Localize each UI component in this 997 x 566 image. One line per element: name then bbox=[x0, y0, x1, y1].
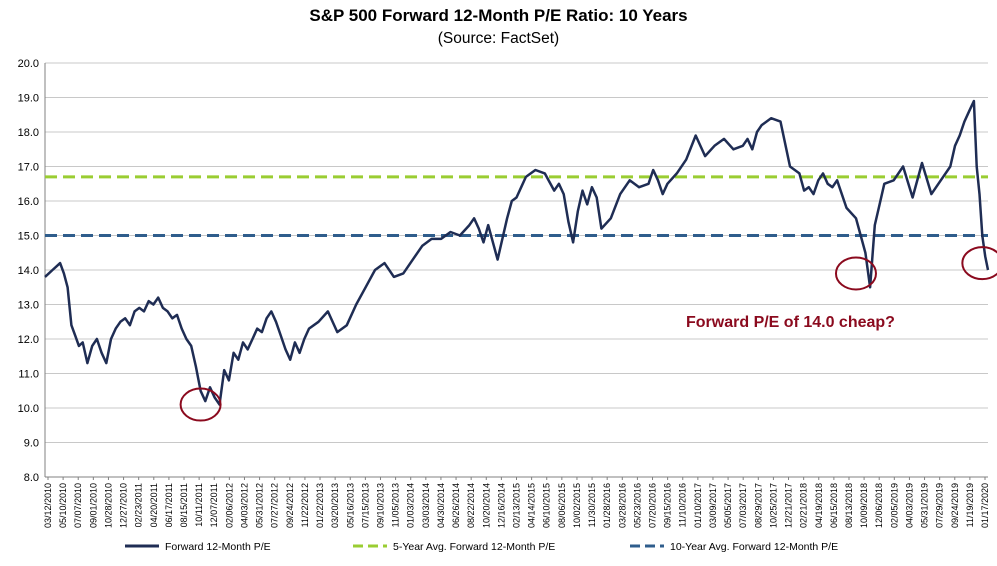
x-tick-label: 04/19/2018 bbox=[814, 483, 824, 528]
x-tick-label: 06/17/2011 bbox=[164, 483, 174, 527]
y-tick-label: 19.0 bbox=[18, 93, 39, 105]
x-tick-label: 11/10/2016 bbox=[678, 483, 688, 527]
x-tick-label: 08/29/2017 bbox=[753, 483, 763, 528]
grid-lines bbox=[45, 62, 988, 478]
highlight-circle bbox=[834, 256, 877, 291]
highlight-circle bbox=[179, 387, 222, 422]
x-tick-label: 08/22/2014 bbox=[466, 483, 476, 528]
x-axis: 03/12/2010 05/10/2010 07/07/2010 09/01/2010… bbox=[43, 477, 990, 528]
legend-label: Forward 12-Month P/E bbox=[165, 541, 271, 553]
x-tick-label: 01/22/2013 bbox=[315, 483, 325, 528]
x-tick-label: 09/01/2010 bbox=[88, 483, 98, 528]
legend-item: 5-Year Avg. Forward 12-Month P/E bbox=[353, 541, 555, 553]
x-tick-label: 01/03/2014 bbox=[406, 483, 416, 528]
legend-item: 10-Year Avg. Forward 12-Month P/E bbox=[630, 541, 838, 553]
x-tick-label: 10/20/2014 bbox=[481, 483, 491, 528]
x-tick-label: 02/06/2012 bbox=[224, 483, 234, 528]
x-tick-label: 04/20/2011 bbox=[149, 483, 159, 527]
x-tick-label: 03/28/2016 bbox=[617, 483, 627, 528]
y-tick-label: 12.0 bbox=[18, 334, 39, 346]
x-tick-label: 01/28/2016 bbox=[602, 483, 612, 528]
x-tick-label: 08/13/2018 bbox=[844, 483, 854, 528]
x-tick-label: 01/17/2020 bbox=[980, 483, 990, 528]
highlight-circle bbox=[961, 246, 997, 281]
legend-item: Forward 12-Month P/E bbox=[125, 541, 271, 553]
x-tick-label: 07/15/2013 bbox=[360, 483, 370, 528]
x-tick-label: 07/27/2012 bbox=[270, 483, 280, 528]
x-tick-label: 12/07/2011 bbox=[209, 483, 219, 527]
x-tick-label: 04/03/2019 bbox=[904, 483, 914, 528]
x-tick-label: 09/24/2019 bbox=[950, 483, 960, 528]
x-tick-label: 05/05/2017 bbox=[723, 483, 733, 528]
x-tick-label: 08/15/2011 bbox=[179, 483, 189, 527]
pe-line bbox=[44, 99, 990, 406]
y-tick-label: 14.0 bbox=[18, 265, 39, 277]
x-tick-label: 12/21/2017 bbox=[784, 483, 794, 528]
x-tick-label: 12/16/2014 bbox=[496, 483, 506, 528]
x-tick-label: 04/30/2014 bbox=[436, 483, 446, 528]
y-tick-label: 8.0 bbox=[24, 472, 39, 484]
x-tick-label: 11/22/2012 bbox=[300, 483, 310, 527]
y-tick-label: 11.0 bbox=[18, 369, 39, 381]
x-tick-label: 06/10/2015 bbox=[542, 483, 552, 528]
x-tick-label: 06/15/2018 bbox=[829, 483, 839, 528]
x-tick-label: 09/10/2013 bbox=[375, 483, 385, 528]
x-tick-label: 07/03/2017 bbox=[738, 483, 748, 528]
x-tick-label: 03/20/2013 bbox=[330, 483, 340, 528]
x-tick-label: 03/12/2010 bbox=[43, 483, 53, 528]
x-tick-label: 07/07/2010 bbox=[73, 483, 83, 528]
x-tick-label: 03/03/2014 bbox=[421, 483, 431, 528]
x-tick-label: 05/31/2019 bbox=[920, 483, 930, 528]
x-tick-label: 05/16/2013 bbox=[345, 483, 355, 528]
x-tick-label: 07/29/2019 bbox=[935, 483, 945, 528]
x-tick-label: 09/24/2012 bbox=[285, 483, 295, 528]
x-tick-label: 12/27/2010 bbox=[119, 483, 129, 528]
legend: Forward 12-Month P/E 5-Year Avg. Forward … bbox=[125, 541, 838, 553]
x-tick-label: 11/05/2013 bbox=[391, 483, 401, 527]
x-tick-label: 10/11/2011 bbox=[194, 483, 204, 527]
y-tick-label: 10.0 bbox=[18, 403, 39, 415]
y-tick-label: 13.0 bbox=[18, 300, 39, 312]
x-tick-label: 07/20/2016 bbox=[648, 483, 658, 528]
x-tick-label: 03/09/2017 bbox=[708, 483, 718, 528]
x-tick-label: 04/14/2015 bbox=[527, 483, 537, 528]
x-tick-label: 11/19/2019 bbox=[965, 483, 975, 527]
chart-title: S&P 500 Forward 12-Month P/E Ratio: 10 Y… bbox=[309, 6, 688, 25]
x-tick-label: 10/02/2015 bbox=[572, 483, 582, 528]
y-axis: 20.0 19.0 18.0 17.0 16.0 15.0 14.0 13.0 12.0 11.0… bbox=[18, 58, 988, 484]
x-tick-label: 02/13/2015 bbox=[512, 483, 522, 528]
legend-label: 5-Year Avg. Forward 12-Month P/E bbox=[393, 541, 555, 553]
legend-label: 10-Year Avg. Forward 12-Month P/E bbox=[670, 541, 838, 553]
x-tick-label: 10/25/2017 bbox=[768, 483, 778, 528]
y-tick-label: 9.0 bbox=[24, 438, 39, 450]
y-tick-label: 16.0 bbox=[18, 196, 39, 208]
x-tick-label: 08/06/2015 bbox=[557, 483, 567, 528]
y-tick-label: 17.0 bbox=[18, 162, 39, 174]
x-tick-label: 12/06/2018 bbox=[874, 483, 884, 528]
y-tick-label: 15.0 bbox=[18, 231, 39, 243]
x-tick-label: 05/23/2016 bbox=[632, 483, 642, 528]
annotation-circles bbox=[179, 246, 997, 422]
x-tick-label: 02/21/2018 bbox=[799, 483, 809, 528]
y-tick-label: 20.0 bbox=[18, 58, 39, 70]
series-group bbox=[44, 99, 990, 406]
x-tick-label: 02/05/2019 bbox=[889, 483, 899, 528]
chart-subtitle: (Source: FactSet) bbox=[437, 30, 560, 47]
x-tick-label: 10/28/2010 bbox=[103, 483, 113, 528]
x-tick-label: 09/15/2016 bbox=[663, 483, 673, 528]
y-tick-label: 18.0 bbox=[18, 127, 39, 139]
x-tick-label: 11/30/2015 bbox=[587, 483, 597, 527]
x-tick-label: 04/03/2012 bbox=[239, 483, 249, 528]
x-tick-label: 10/09/2018 bbox=[859, 483, 869, 528]
x-tick-label: 02/23/2011 bbox=[134, 483, 144, 527]
annotation-text: Forward P/E of 14.0 cheap? bbox=[686, 314, 895, 331]
x-tick-label: 05/31/2012 bbox=[255, 483, 265, 528]
x-tick-label: 06/26/2014 bbox=[451, 483, 461, 528]
x-tick-label: 05/10/2010 bbox=[58, 483, 68, 528]
x-tick-label: 01/10/2017 bbox=[693, 483, 703, 528]
